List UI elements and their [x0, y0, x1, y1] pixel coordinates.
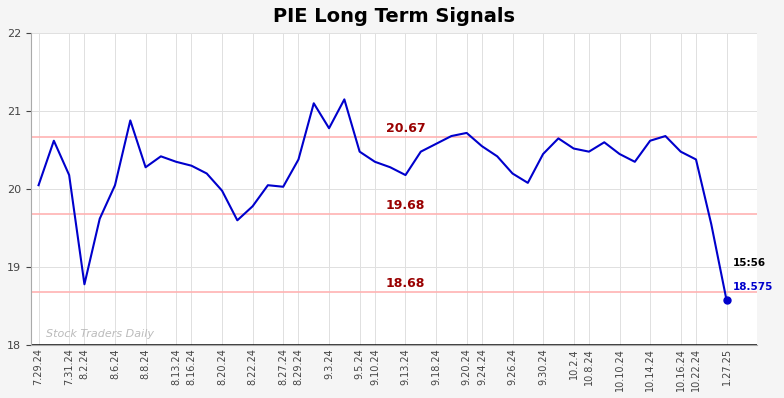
Text: 18.575: 18.575: [733, 283, 773, 293]
Text: 15:56: 15:56: [733, 258, 766, 267]
Text: 19.68: 19.68: [386, 199, 425, 213]
Title: PIE Long Term Signals: PIE Long Term Signals: [273, 7, 515, 26]
Text: Stock Traders Daily: Stock Traders Daily: [46, 329, 154, 339]
Text: 18.68: 18.68: [386, 277, 425, 291]
Text: 20.67: 20.67: [386, 122, 425, 135]
